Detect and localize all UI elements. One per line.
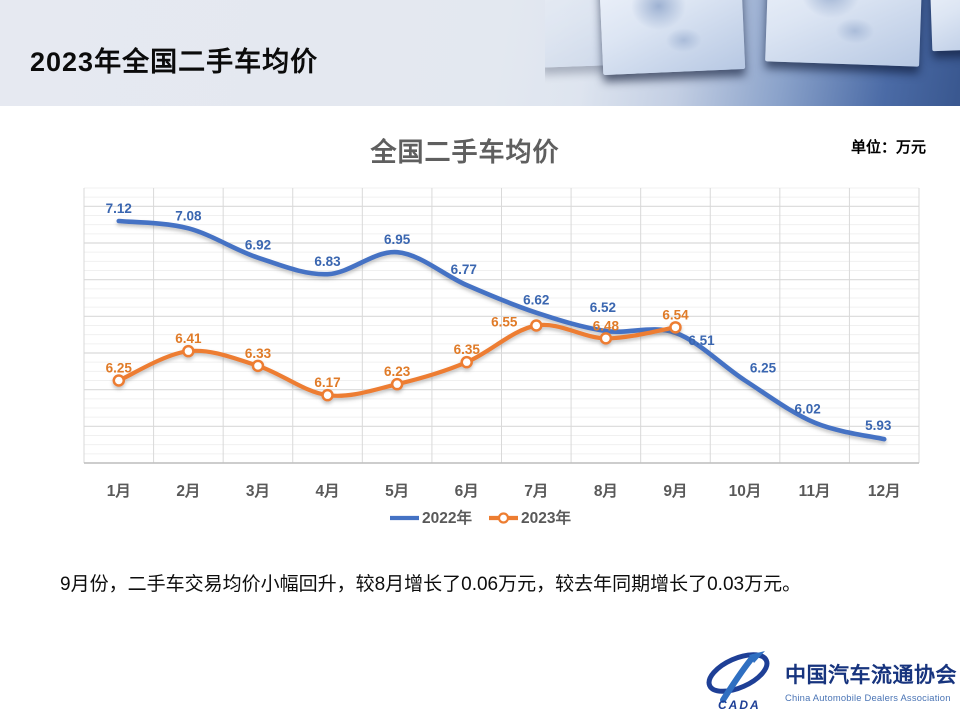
x-axis-label: 9月 <box>663 482 687 500</box>
x-axis-label: 12月 <box>868 482 901 500</box>
logo: CADA 中国汽车流通协会 China Automobile Dealers A… <box>702 650 957 712</box>
x-axis-label: 7月 <box>524 482 548 500</box>
legend: 2022年 2023年 <box>390 508 571 527</box>
data-point-marker <box>321 388 334 402</box>
data-label-2023年: 6.17 <box>314 375 340 390</box>
data-label-2023年: 6.55 <box>491 315 518 330</box>
logo-swoosh <box>720 654 756 703</box>
series-line-2022年 <box>116 218 887 442</box>
slide-header: 2023年全国二手车均价 <box>0 0 960 106</box>
data-label-2023年: 6.41 <box>175 331 202 346</box>
x-axis-label: 11月 <box>799 482 831 500</box>
data-point-marker <box>251 359 265 373</box>
logo-text: 中国汽车流通协会 China Automobile Dealers Associ… <box>785 659 957 703</box>
cube-icon <box>929 0 960 52</box>
logo-name-zh: 中国汽车流通协会 <box>785 664 957 687</box>
data-label-2023年: 6.23 <box>384 364 411 379</box>
unit-label: 单位：万元 <box>850 139 926 156</box>
data-point-marker <box>669 321 682 334</box>
data-label-2022年: 6.77 <box>451 262 477 277</box>
logo-name-en: China Automobile Dealers Association <box>785 692 951 703</box>
cube-icon <box>598 0 746 76</box>
data-point-marker <box>599 332 613 345</box>
x-axis-label: 5月 <box>385 482 409 500</box>
world-map-texture <box>787 0 889 53</box>
x-axis-label: 3月 <box>246 482 270 500</box>
summary-text: 9月份，二手车交易均价小幅回升，较8月增长了0.06万元，较去年同期增长了0.0… <box>60 574 802 595</box>
grid <box>83 187 920 464</box>
data-point-marker <box>460 355 473 369</box>
logo-pennant <box>749 651 765 663</box>
world-map-texture <box>618 0 714 62</box>
data-label-2022年: 6.51 <box>688 333 715 348</box>
x-axis-label: 6月 <box>455 482 479 500</box>
data-label-2023年: 6.48 <box>593 318 620 333</box>
data-point-marker <box>390 377 404 391</box>
page-title: 2023年全国二手车均价 <box>30 47 319 77</box>
legend-label: 2023年 <box>521 508 571 527</box>
data-label-2023年: 6.35 <box>454 342 481 357</box>
data-label-2023年: 6.33 <box>245 346 272 361</box>
logo-acronym: CADA <box>718 698 761 712</box>
data-label-2023年: 6.54 <box>662 307 689 322</box>
data-label-2022年: 6.92 <box>245 238 271 253</box>
x-axis-label: 8月 <box>594 482 618 500</box>
legend-label: 2022年 <box>422 508 472 527</box>
data-label-2022年: 6.25 <box>750 361 777 376</box>
data-point-marker <box>112 374 126 387</box>
data-label-2022年: 6.52 <box>590 300 616 315</box>
data-label-2022年: 7.08 <box>175 208 202 223</box>
header-cubes-image <box>545 0 960 106</box>
cube-icon <box>765 0 923 67</box>
line-chart: 7.12 7.08 6.92 6.83 6.95 6.77 6.62 6.52 6.51 6.25… <box>83 187 920 527</box>
data-label-2023年: 6.25 <box>106 361 133 376</box>
data-point-marker <box>530 319 543 332</box>
cada-logo-icon: CADA <box>706 651 770 712</box>
x-axis-label: 1月 <box>107 482 131 500</box>
chart-title: 全国二手车均价 <box>370 137 560 167</box>
data-label-2022年: 6.83 <box>314 254 341 269</box>
data-label-2022年: 6.02 <box>794 402 820 417</box>
data-label-2022年: 6.95 <box>384 232 411 247</box>
series-2022年 <box>116 218 887 442</box>
series-2023年 <box>112 319 682 402</box>
legend-marker-sample <box>497 512 510 524</box>
x-axis-label: 10月 <box>729 482 762 500</box>
x-axis-label: 4月 <box>315 482 339 500</box>
x-axis-label: 2月 <box>176 482 200 500</box>
data-label-2022年: 5.93 <box>865 418 892 433</box>
data-point-marker <box>182 344 195 358</box>
data-label-2022年: 6.62 <box>523 293 549 308</box>
data-label-2022年: 7.12 <box>106 201 132 216</box>
